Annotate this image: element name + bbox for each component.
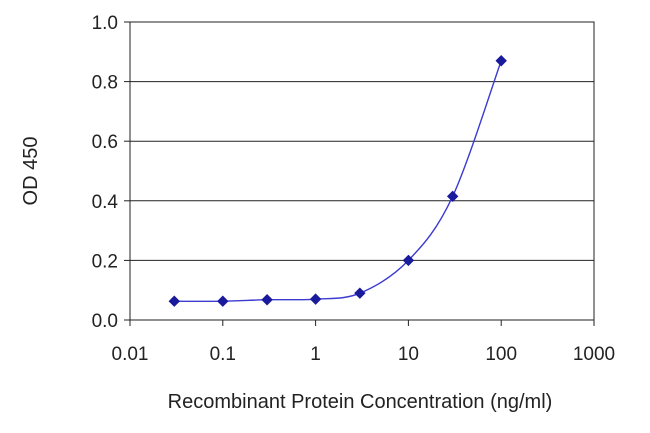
x-axis-title: Recombinant Protein Concentration (ng/ml… xyxy=(168,391,553,413)
y-tick-label: 0.4 xyxy=(92,192,119,213)
y-tick-label: 0.0 xyxy=(92,311,118,332)
x-tick-label: 100 xyxy=(485,344,517,365)
x-tick-label: 10 xyxy=(398,344,419,365)
y-axis-title: OD 450 xyxy=(20,137,42,206)
data-point xyxy=(309,293,322,305)
series-line xyxy=(174,60,502,303)
data-point xyxy=(495,55,507,67)
gridlines xyxy=(130,81,594,261)
x-tick-label: 1 xyxy=(310,344,321,365)
x-tick-label: 1000 xyxy=(573,344,615,365)
data-point xyxy=(354,287,366,299)
y-tick-label: 0.8 xyxy=(92,73,118,94)
data-point xyxy=(168,295,180,307)
data-point xyxy=(402,254,415,267)
y-tick-label: 0.6 xyxy=(92,132,118,153)
x-axis-ticks: 0.01 0.1 1 10 100 1000 xyxy=(112,320,615,365)
plot-area xyxy=(129,21,595,321)
data-point xyxy=(261,294,273,306)
x-tick-label: 0.01 xyxy=(112,344,149,365)
y-tick-label: 0.2 xyxy=(92,251,118,272)
data-point xyxy=(446,190,459,203)
data-point xyxy=(217,295,229,307)
series-layer xyxy=(168,55,507,307)
x-tick-label: 0.1 xyxy=(210,344,236,365)
y-tick-label: 1.0 xyxy=(92,13,118,34)
y-axis-ticks: 0.0 0.2 0.4 0.6 0.8 1.0 xyxy=(92,13,130,332)
